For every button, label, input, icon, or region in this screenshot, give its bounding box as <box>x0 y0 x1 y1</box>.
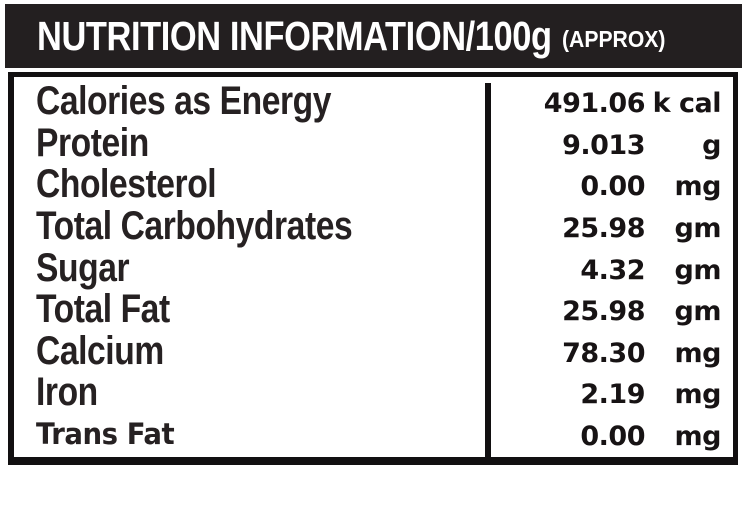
table-row: Cholesterol 0.00 mg <box>14 162 733 208</box>
nutrient-value-cell: 2.19 mg <box>485 373 733 416</box>
nutrient-value: 491.06 <box>543 88 646 120</box>
nutrient-value-cell: 491.06 k cal <box>485 83 733 125</box>
nutrient-label: Protein <box>36 120 149 165</box>
nutrient-label: Cholesterol <box>36 162 217 207</box>
nutrient-value-cell: 4.32 gm <box>485 249 733 291</box>
nutrient-label: Total Carbohydrates <box>36 203 353 248</box>
nutrient-value-cell: 9.013 g <box>485 124 733 167</box>
header-approx-label: (APPROX) <box>561 26 666 52</box>
table-row: Sugar 4.32 gm <box>14 246 733 291</box>
nutrient-value: 78.30 <box>562 337 645 369</box>
table-row: Protein 9.013 g <box>14 121 733 167</box>
nutrient-value: 0.00 <box>580 171 645 203</box>
nutrient-value-cell: 25.98 gm <box>485 207 733 250</box>
nutrient-label-cell: Cholesterol <box>14 162 485 207</box>
nutrient-value: 0.00 <box>580 420 645 452</box>
nutrient-value: 2.19 <box>580 379 645 411</box>
header-title: NUTRITION INFORMATION/100g <box>37 12 552 59</box>
table-row: Iron 2.19 mg <box>14 370 733 416</box>
table-row: Calcium 78.30 mg <box>14 329 733 374</box>
nutrition-table: Calories as Energy 491.06 k cal Protein … <box>8 72 738 465</box>
table-row: Calories as Energy 491.06 k cal <box>14 79 733 125</box>
nutrient-label: Calcium <box>36 328 164 373</box>
nutrient-unit: g <box>702 129 721 161</box>
nutrient-value: 4.32 <box>580 254 645 286</box>
nutrient-value: 9.013 <box>562 129 645 161</box>
table-row: Total Fat 25.98 gm <box>14 287 733 333</box>
nutrient-unit: mg <box>674 420 722 452</box>
nutrient-label-cell: Calories as Energy <box>14 79 485 124</box>
header-band: NUTRITION INFORMATION/100g (APPROX) <box>5 4 742 68</box>
nutrient-label-cell: Iron <box>14 370 485 415</box>
nutrient-value: 25.98 <box>562 212 645 244</box>
nutrient-unit: mg <box>674 171 722 203</box>
nutrient-label-cell: Total Fat <box>14 287 485 332</box>
table-row: Trans Fat 0.00 mg <box>14 414 733 458</box>
nutrient-unit: gm <box>674 212 722 244</box>
nutrient-unit: gm <box>674 254 722 286</box>
nutrient-unit: mg <box>674 379 722 411</box>
nutrient-label: Total Fat <box>36 287 170 332</box>
nutrient-label-cell: Total Carbohydrates <box>14 204 485 249</box>
nutrient-unit: mg <box>674 337 722 369</box>
nutrient-label-cell: Protein <box>14 121 485 166</box>
nutrient-unit: gm <box>674 296 722 328</box>
nutrient-label: Iron <box>36 370 98 415</box>
table-row: Total Carbohydrates 25.98 gm <box>14 204 733 250</box>
nutrient-label-cell: Trans Fat <box>14 417 485 451</box>
nutrient-value: 25.98 <box>562 296 645 328</box>
nutrient-label: Sugar <box>36 245 130 290</box>
nutrient-value-cell: 0.00 mg <box>485 166 733 208</box>
nutrient-unit: k cal <box>652 88 722 120</box>
nutrient-label-cell: Calcium <box>14 329 485 374</box>
nutrient-label-cell: Sugar <box>14 246 485 291</box>
nutrient-label: Calories as Energy <box>36 79 331 124</box>
nutrient-value-cell: 25.98 gm <box>485 290 733 333</box>
nutrient-label: Trans Fat <box>36 417 175 452</box>
nutrient-value-cell: 0.00 mg <box>485 415 733 458</box>
nutrient-value-cell: 78.30 mg <box>485 332 733 374</box>
